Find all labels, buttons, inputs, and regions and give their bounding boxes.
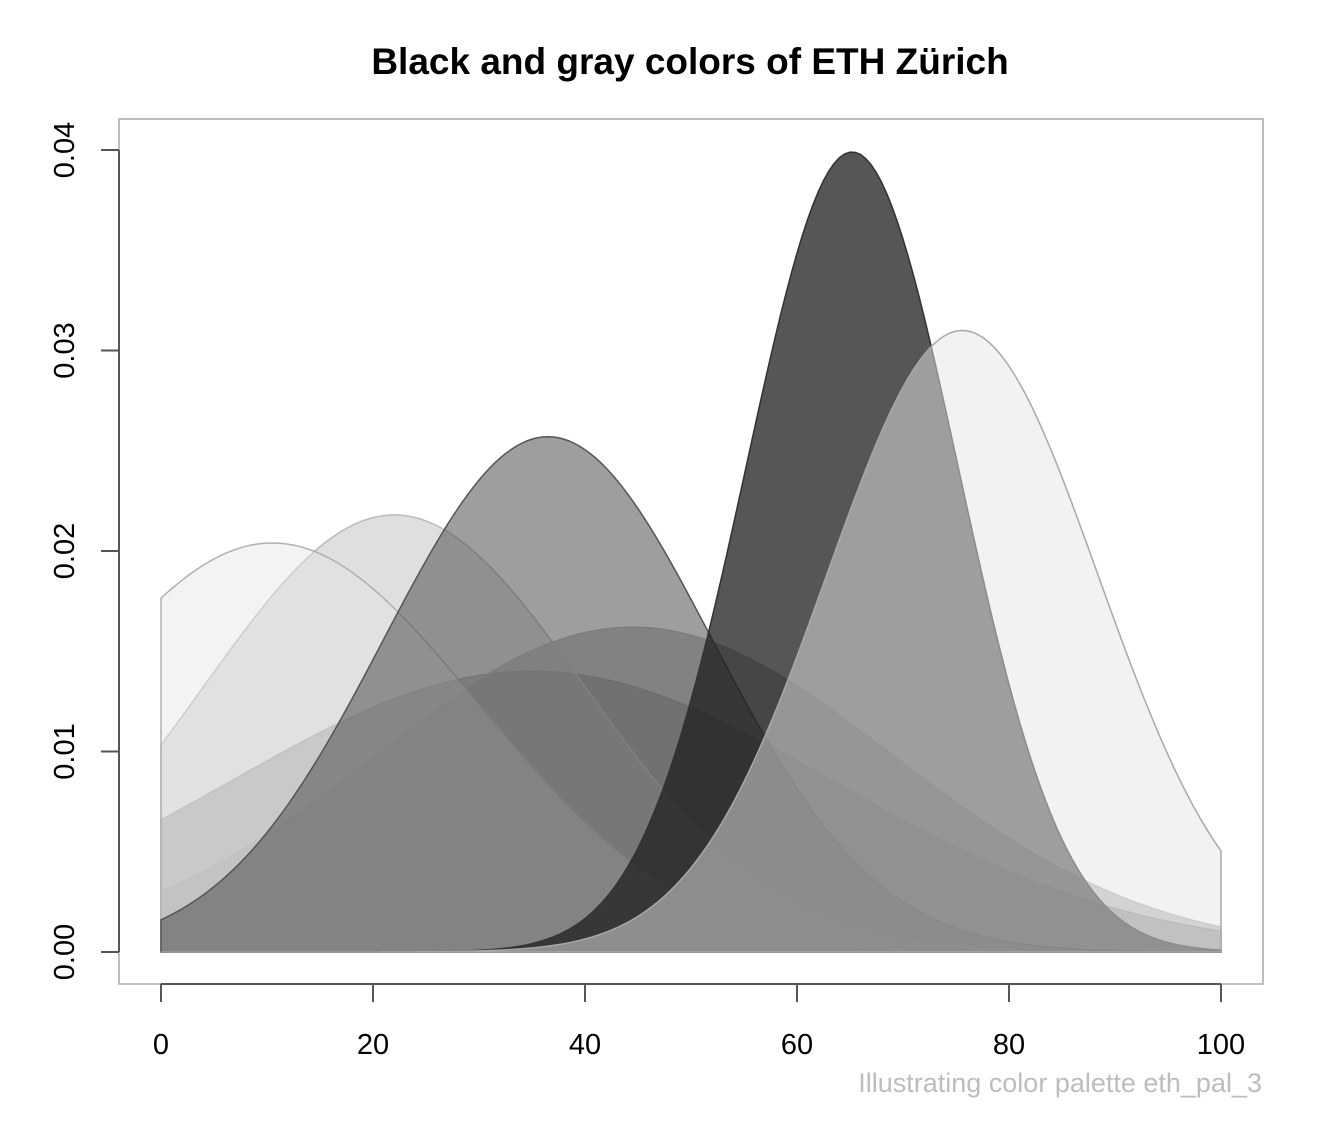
- x-tick-label: 0: [153, 1029, 169, 1061]
- palette-caption: Illustrating color palette eth_pal_3: [858, 1068, 1262, 1098]
- y-tick-label: 0.02: [49, 523, 81, 579]
- density-area-7: [161, 329, 1222, 953]
- x-tick-label: 40: [569, 1029, 601, 1061]
- x-tick-label: 60: [781, 1029, 813, 1061]
- x-tick-label: 100: [1197, 1029, 1245, 1061]
- x-axis: 0 20 40 60 80 100: [153, 983, 1245, 1061]
- y-tick-label: 0.03: [49, 322, 81, 378]
- y-tick-label: 0.00: [49, 924, 81, 980]
- y-axis: 0.00 0.01 0.02 0.03 0.04: [49, 122, 120, 980]
- x-tick-label: 20: [357, 1029, 389, 1061]
- y-tick-label: 0.01: [49, 723, 81, 779]
- x-tick-label: 80: [993, 1029, 1025, 1061]
- density-areas: [160, 151, 1222, 953]
- chart-title: Black and gray colors of ETH Zürich: [371, 41, 1008, 82]
- y-tick-label: 0.04: [49, 122, 81, 178]
